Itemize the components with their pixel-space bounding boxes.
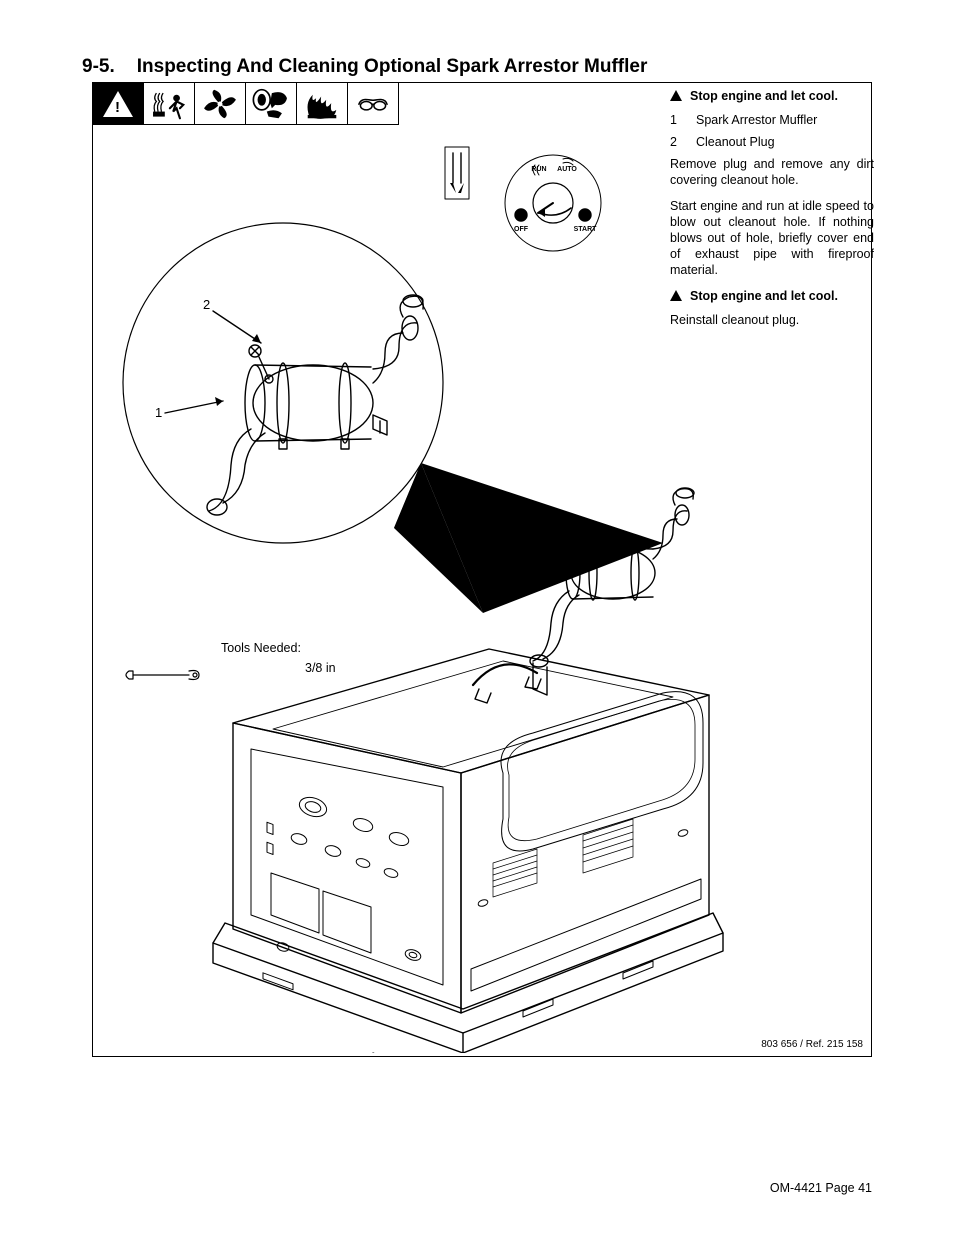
instruction-p1: Remove plug and remove any dirt covering…	[670, 156, 874, 188]
tool-size: 3/8 in	[305, 661, 336, 675]
page-footer: OM-4421 Page 41	[770, 1181, 872, 1195]
callout-1: 1	[155, 405, 162, 420]
instructions: Stop engine and let cool. 1 Spark Arrest…	[670, 88, 874, 338]
moving-parts-icon	[246, 83, 297, 125]
legend-item: 2 Cleanout Plug	[670, 134, 874, 150]
heading-number: 9-5.	[82, 56, 115, 78]
fan-blade-icon	[195, 83, 246, 125]
instruction-p3: Reinstall cleanout plug.	[670, 312, 874, 328]
fire-icon	[297, 83, 348, 125]
warn-stop-2: Stop engine and let cool.	[690, 288, 838, 304]
section-heading: 9-5. Inspecting And Cleaning Optional Sp…	[82, 56, 647, 78]
figure-reference: 803 656 / Ref. 215 158	[761, 1039, 863, 1050]
legend-num: 2	[670, 134, 682, 150]
legend-label: Spark Arrestor Muffler	[696, 112, 817, 128]
dial-auto-label: AUTO	[557, 166, 577, 173]
warning-row: !	[93, 83, 399, 125]
technical-drawing: OFF RUN AUTO START	[103, 133, 743, 1053]
glasses-icon	[348, 83, 399, 125]
warning-icon: !	[93, 83, 144, 125]
legend-item: 1 Spark Arrestor Muffler	[670, 112, 874, 128]
callout-2: 2	[203, 297, 210, 312]
page: 9-5. Inspecting And Cleaning Optional Sp…	[0, 0, 954, 1235]
dial-off-label: OFF	[514, 226, 529, 233]
warning-triangle-icon	[670, 290, 682, 301]
legend-num: 1	[670, 112, 682, 128]
warn-stop-1: Stop engine and let cool.	[690, 88, 838, 104]
heading-title: Inspecting And Cleaning Optional Spark A…	[137, 56, 648, 78]
dial-start-label: START	[574, 226, 598, 233]
warning-triangle-icon	[670, 90, 682, 101]
tools-needed: Tools Needed: 3/8 in	[221, 641, 336, 675]
instruction-p2: Start engine and run at idle speed to bl…	[670, 198, 874, 278]
hot-parts-icon	[144, 83, 195, 125]
tools-label: Tools Needed:	[221, 641, 336, 655]
legend-label: Cleanout Plug	[696, 134, 775, 150]
